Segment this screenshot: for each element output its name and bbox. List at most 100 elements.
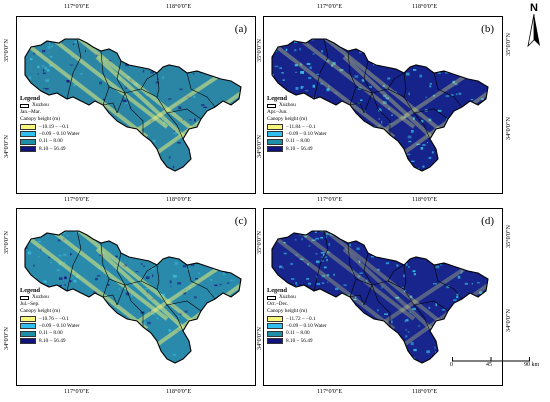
canopy-height-map bbox=[271, 213, 490, 370]
raster-speckle bbox=[456, 293, 459, 296]
raster-speckle bbox=[279, 163, 282, 167]
raster-speckle bbox=[130, 231, 133, 233]
lon-tick-118-top-right: 118°0'0"E bbox=[412, 3, 438, 10]
raster-speckle bbox=[326, 251, 329, 253]
raster-speckle bbox=[168, 156, 171, 159]
boundary-swatch bbox=[267, 295, 276, 300]
raster-speckle bbox=[92, 298, 94, 302]
raster-speckle bbox=[293, 19, 296, 21]
raster-speckle bbox=[99, 343, 103, 346]
boundary-label: Xuzhou bbox=[279, 294, 296, 301]
raster-speckle bbox=[321, 274, 326, 278]
raster-speckle bbox=[193, 296, 197, 299]
raster-speckle bbox=[405, 335, 408, 338]
raster-speckle bbox=[162, 76, 164, 80]
swath-stripe bbox=[35, 39, 169, 129]
raster-speckle bbox=[441, 308, 446, 311]
raster-speckle bbox=[334, 130, 338, 132]
district-boundary bbox=[186, 72, 216, 108]
raster-speckle bbox=[422, 165, 425, 168]
raster-speckle bbox=[437, 109, 442, 112]
raster-speckle bbox=[216, 352, 220, 355]
raster-speckle bbox=[412, 117, 415, 120]
raster-speckle bbox=[440, 18, 443, 21]
raster-speckle bbox=[316, 216, 319, 218]
raster-speckle bbox=[184, 310, 188, 313]
raster-speckle bbox=[42, 69, 45, 72]
raster-speckle bbox=[225, 214, 228, 215]
raster-speckle bbox=[119, 232, 122, 235]
raster-speckle bbox=[433, 95, 435, 97]
raster-speckle bbox=[405, 217, 408, 219]
raster-speckle bbox=[305, 156, 308, 158]
raster-speckle bbox=[293, 366, 294, 368]
raster-speckle bbox=[150, 71, 154, 74]
raster-speckle bbox=[156, 317, 159, 320]
raster-speckle bbox=[48, 256, 51, 259]
raster-speckle bbox=[333, 219, 334, 221]
raster-speckle bbox=[175, 214, 176, 216]
raster-speckle bbox=[407, 331, 410, 333]
raster-speckle bbox=[429, 83, 432, 85]
raster-speckle bbox=[28, 76, 32, 79]
raster-speckle bbox=[468, 134, 471, 138]
raster-speckle bbox=[329, 39, 333, 40]
district-boundary bbox=[66, 230, 82, 292]
raster-speckle bbox=[408, 266, 410, 268]
raster-speckle bbox=[280, 359, 282, 362]
raster-speckle bbox=[145, 239, 147, 242]
raster-speckle bbox=[225, 48, 230, 52]
raster-speckle bbox=[410, 49, 414, 51]
raster-speckle bbox=[354, 75, 359, 78]
raster-speckle bbox=[74, 358, 78, 360]
raster-speckle bbox=[188, 44, 192, 46]
raster-speckle bbox=[266, 155, 270, 156]
district-boundary bbox=[355, 86, 405, 98]
legend-period: Apr.–Jun. bbox=[267, 109, 288, 116]
raster-speckle bbox=[294, 369, 297, 370]
raster-speckle bbox=[281, 72, 284, 74]
raster-speckle bbox=[83, 116, 87, 119]
raster-speckle bbox=[190, 164, 193, 168]
raster-speckle bbox=[355, 35, 356, 38]
raster-speckle bbox=[469, 259, 472, 261]
raster-speckle bbox=[480, 235, 483, 238]
raster-speckle bbox=[452, 317, 456, 321]
raster-speckle bbox=[277, 159, 281, 161]
raster-speckle bbox=[488, 339, 490, 341]
legend-swatch-water bbox=[20, 323, 36, 330]
raster-speckle bbox=[59, 153, 63, 156]
raster-speckle bbox=[298, 162, 300, 166]
raster-speckle bbox=[460, 160, 463, 164]
raster-speckle bbox=[452, 80, 456, 84]
raster-speckle bbox=[431, 215, 432, 218]
raster-speckle bbox=[18, 219, 21, 220]
raster-speckle bbox=[165, 167, 167, 170]
raster-speckle bbox=[348, 322, 351, 325]
raster-speckle bbox=[446, 285, 450, 289]
raster-speckle bbox=[426, 142, 428, 144]
raster-speckle bbox=[126, 148, 130, 152]
raster-speckle bbox=[97, 346, 100, 348]
raster-speckle bbox=[176, 39, 180, 41]
raster-speckle bbox=[171, 61, 173, 65]
raster-speckle bbox=[325, 213, 327, 216]
raster-speckle bbox=[200, 216, 202, 219]
raster-speckle bbox=[292, 163, 296, 167]
raster-speckle bbox=[338, 307, 341, 311]
raster-speckle bbox=[161, 54, 166, 58]
raster-speckle bbox=[342, 317, 344, 320]
raster-speckle bbox=[412, 34, 413, 36]
raster-speckle bbox=[307, 263, 309, 266]
raster-speckle bbox=[145, 95, 148, 97]
raster-speckle bbox=[270, 83, 271, 85]
raster-speckle bbox=[323, 347, 326, 350]
raster-speckle bbox=[172, 44, 175, 47]
lat-tick-34-left-top: 34°0'0"N bbox=[3, 135, 10, 158]
raster-speckle bbox=[214, 284, 218, 287]
raster-speckle bbox=[99, 170, 102, 171]
raster-speckle bbox=[138, 59, 142, 62]
raster-speckle bbox=[383, 94, 387, 98]
raster-speckle bbox=[388, 107, 390, 110]
raster-speckle bbox=[299, 258, 304, 260]
